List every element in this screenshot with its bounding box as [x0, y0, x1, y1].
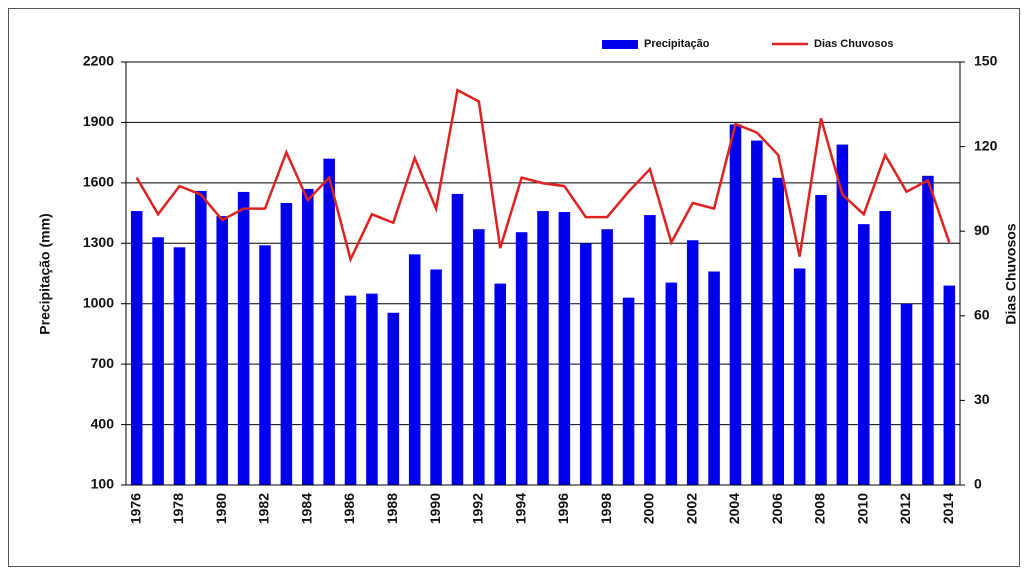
y-tick-label: 1000 [83, 294, 114, 310]
bar [451, 193, 464, 485]
bar [815, 194, 827, 485]
bar [622, 297, 635, 485]
y-tick-label: 700 [91, 355, 115, 371]
x-tick-label: 1998 [598, 493, 614, 524]
x-tick-label: 2002 [683, 493, 699, 524]
x-tick-label: 1976 [127, 493, 143, 524]
bar [515, 232, 528, 485]
bar [751, 140, 763, 486]
bar [558, 212, 571, 486]
bar [579, 243, 592, 485]
x-tick-label: 1988 [384, 493, 400, 524]
x-tick-label: 1986 [341, 493, 357, 524]
bar [708, 271, 720, 485]
bar [665, 282, 678, 485]
bar [494, 283, 507, 485]
bar [216, 216, 229, 486]
x-tick-label: 1994 [512, 493, 528, 524]
legend-label: Precipitação [644, 38, 710, 50]
x-tick-label: 2008 [812, 493, 828, 524]
x-tick-label: 1982 [256, 493, 272, 524]
x-tick-label: 2014 [940, 493, 956, 524]
bar [301, 188, 314, 485]
bar [686, 240, 699, 485]
bar [173, 247, 186, 485]
y2-tick-label: 0 [974, 476, 982, 492]
y-axis-label: Precipitação (mm) [37, 213, 53, 334]
legend-label: Dias Chuvosos [814, 38, 893, 50]
bar [537, 211, 549, 486]
y2-tick-label: 150 [974, 53, 998, 69]
bar [344, 295, 357, 485]
y-tick-label: 1300 [83, 234, 114, 250]
bar [836, 144, 849, 486]
bar [152, 237, 164, 485]
legend-swatch [602, 40, 638, 49]
bar [793, 268, 806, 485]
y2-tick-label: 60 [974, 307, 990, 323]
y2-tick-label: 30 [974, 391, 990, 407]
y2-tick-label: 90 [974, 222, 990, 238]
bar [729, 124, 742, 485]
bar [195, 190, 207, 485]
x-tick-label: 1980 [213, 493, 229, 524]
y2-tick-label: 120 [974, 137, 998, 153]
line [135, 88, 951, 264]
bar [237, 191, 250, 485]
x-tick-label: 1984 [298, 493, 314, 524]
y-tick-label: 1600 [83, 174, 114, 190]
bar [259, 245, 271, 485]
bar [644, 215, 656, 486]
bar [366, 293, 378, 485]
y-tick-label: 2200 [83, 53, 114, 69]
x-tick-label: 2004 [726, 493, 742, 524]
bar [408, 254, 421, 485]
bar [473, 229, 485, 485]
x-tick-label: 1978 [170, 493, 186, 524]
bar [943, 285, 956, 485]
x-tick-label: 1996 [555, 493, 571, 524]
bar [387, 312, 400, 485]
x-tick-label: 2010 [854, 493, 870, 524]
bar [430, 269, 442, 485]
bar [601, 229, 613, 485]
bar [900, 303, 913, 485]
y-tick-label: 400 [91, 415, 115, 431]
bar [922, 175, 934, 486]
bar [280, 203, 293, 485]
x-tick-label: 1992 [470, 493, 486, 524]
bar [879, 211, 891, 486]
x-tick-label: 1990 [427, 493, 443, 524]
bar [857, 224, 870, 485]
y2-axis-label: Dias Chuvosos [1003, 223, 1019, 324]
x-tick-label: 2006 [769, 493, 785, 524]
x-tick-label: 2000 [641, 493, 657, 524]
bar [772, 177, 785, 486]
y-tick-label: 100 [91, 476, 115, 492]
bar [130, 211, 143, 486]
bar [323, 158, 335, 485]
y-tick-label: 1900 [83, 113, 114, 129]
x-tick-label: 2012 [897, 493, 913, 524]
